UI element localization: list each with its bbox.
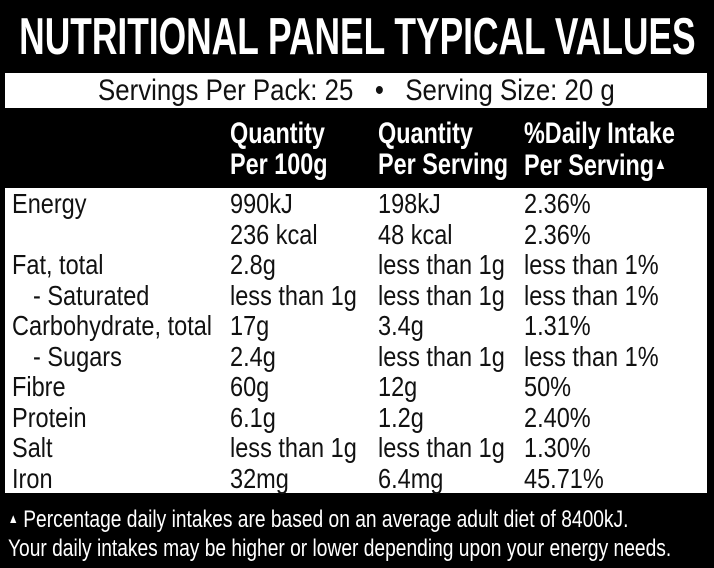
table-row: 236 kcal 48 kcal 2.36% [5,219,707,250]
quantity-per-100g-value: 6.1g [230,401,276,433]
footnote-triangle-icon: ▲ [8,511,19,526]
table-row: Energy 990kJ 198kJ 2.36% [5,188,707,219]
table-row: - Sugars 2.4g less than 1g less than 1% [5,341,707,372]
servings-info-bar: Servings Per Pack: 25 • Serving Size: 20… [5,73,707,108]
column-header-per-100g: Quantity Per 100g [230,118,378,188]
footnote-reference-triangle-icon: ▲ [654,155,667,173]
col2-line2: Per Serving [378,148,509,181]
column-header-spacer [5,118,230,188]
quantity-per-100g-value: 17g [230,310,270,341]
quantity-per-100g-value: less than 1g [230,279,357,311]
daily-intake-value: 2.36% [524,218,591,250]
column-header-daily-intake: %Daily Intake Per Serving▲ [524,118,714,188]
daily-intake-value: less than 1% [524,279,659,311]
quantity-per-serving-value: less than 1g [378,432,505,463]
table-row: Salt less than 1g less than 1g 1.30% [5,432,707,463]
quantity-per-serving-value: 48 kcal [378,218,453,250]
daily-intake-value: 1.31% [524,310,591,341]
nutrient-label: - Sugars [33,340,122,372]
col2-line1: Quantity [378,117,473,150]
daily-intake-value: 2.36% [524,188,591,219]
nutrient-label: Energy [12,188,87,219]
table-row: Protein 6.1g 1.2g 2.40% [5,402,707,433]
column-header-per-serving: Quantity Per Serving [378,118,524,188]
nutrient-label: Salt [12,432,53,463]
footnote-line-2: Your daily intakes may be higher or lowe… [8,536,704,565]
footnote-text-2: Your daily intakes may be higher or lowe… [8,535,672,562]
quantity-per-100g-value: 32mg [230,462,289,494]
footnote-line-1: ▲ Percentage daily intakes are based on a… [8,506,704,536]
table-row: Carbohydrate, total 17g 3.4g 1.31% [5,310,707,341]
daily-intake-value: less than 1% [524,249,659,280]
nutrient-label [5,226,230,244]
nutrient-label: Carbohydrate, total [12,310,213,341]
daily-intake-value: less than 1% [524,340,659,372]
table-row: Fibre 60g 12g 50% [5,371,707,402]
nutrient-label: Iron [12,462,53,494]
quantity-per-serving-value: 12g [378,371,418,402]
servings-info-text: Servings Per Pack: 25 • Serving Size: 20… [97,73,615,107]
daily-intake-value: 50% [524,371,572,402]
quantity-per-100g-value: 990kJ [230,188,293,219]
col3-line1: %Daily Intake [524,117,675,150]
nutrient-label: Fat, total [12,249,104,280]
quantity-per-serving-value: 6.4mg [378,462,444,494]
quantity-per-serving-value: 198kJ [378,188,441,219]
quantity-per-100g-value: 2.8g [230,249,276,280]
quantity-per-serving-value: less than 1g [378,249,505,280]
column-headers: Quantity Per 100g Quantity Per Serving %… [0,108,714,188]
panel-title: NUTRITIONAL PANEL TYPICAL VALUES [18,7,696,66]
table-row: Fat, total 2.8g less than 1g less than 1… [5,249,707,280]
quantity-per-100g-value: 236 kcal [230,218,318,250]
quantity-per-100g-value: 2.4g [230,340,276,372]
panel-title-band: NUTRITIONAL PANEL TYPICAL VALUES [0,0,714,73]
quantity-per-100g-value: less than 1g [230,432,357,463]
col3-line2: Per Serving [524,149,655,182]
daily-intake-value: 1.30% [524,432,591,463]
daily-intake-value: 2.40% [524,401,591,433]
quantity-per-serving-value: less than 1g [378,340,505,372]
table-row: - Saturated less than 1g less than 1g le… [5,280,707,311]
nutrient-label: - Saturated [33,279,150,311]
quantity-per-serving-value: 1.2g [378,401,424,433]
footnote: ▲ Percentage daily intakes are based on a… [0,493,714,568]
quantity-per-100g-value: 60g [230,371,270,402]
nutrient-label: Protein [12,401,87,433]
daily-intake-value: 45.71% [524,462,604,494]
nutrient-label: Fibre [12,371,66,402]
footnote-text-1: Percentage daily intakes are based on an… [23,506,629,533]
table-row: Iron 32mg 6.4mg 45.71% [5,463,707,494]
quantity-per-serving-value: 3.4g [378,310,424,341]
col1-line2: Per 100g [230,148,328,181]
quantity-per-serving-value: less than 1g [378,279,505,311]
col1-line1: Quantity [230,117,325,150]
nutrition-table: Energy 990kJ 198kJ 2.36% 236 kcal 48 kca… [5,188,707,494]
